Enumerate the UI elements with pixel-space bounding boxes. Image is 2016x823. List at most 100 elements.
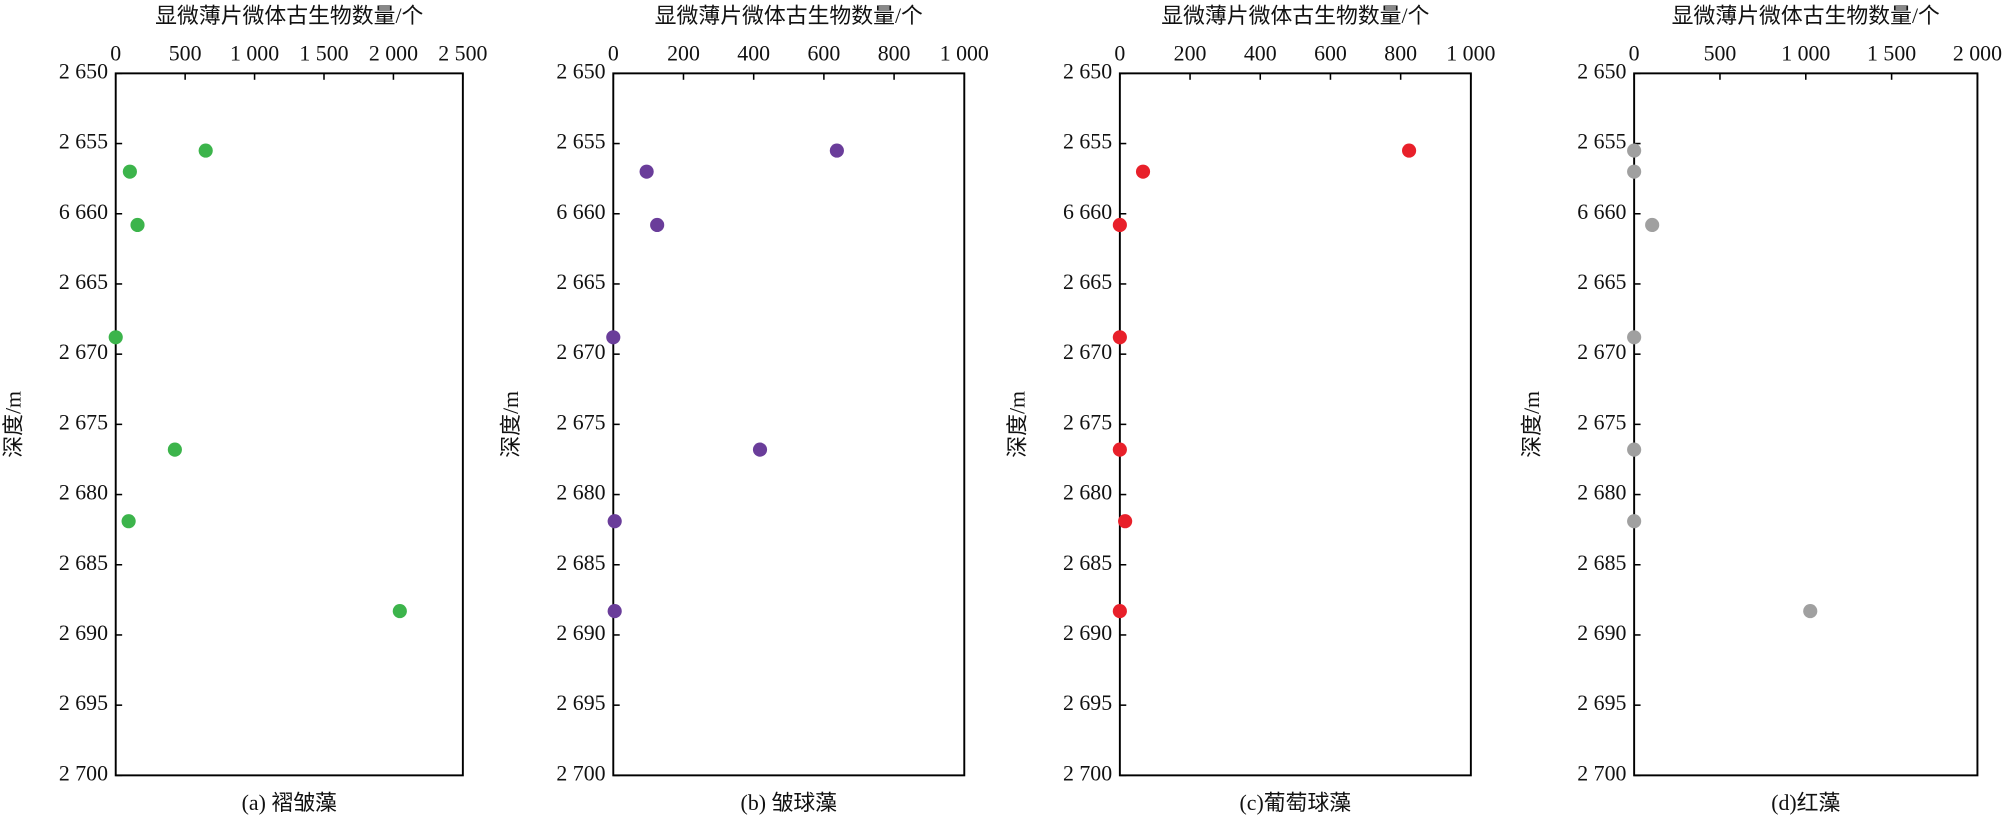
y-tick-label: 6 660 — [1063, 200, 1112, 224]
y-tick-label: 2 680 — [1577, 481, 1626, 505]
x-tick-label: 200 — [1174, 41, 1207, 65]
point — [1627, 514, 1642, 529]
y-tick-label: 2 675 — [1577, 410, 1626, 434]
y-tick-label: 2 690 — [1577, 621, 1626, 645]
x-tick-label: 0 — [110, 41, 121, 65]
x-tick-label: 0 — [1114, 41, 1125, 65]
y-axis-label: 深度/m — [499, 391, 523, 458]
y-tick-label: 2 680 — [1063, 481, 1112, 505]
y-tick-label: 2 665 — [556, 270, 605, 294]
x-tick-label: 1 000 — [1446, 41, 1495, 65]
point — [1112, 330, 1127, 345]
y-tick-label: 2 695 — [556, 691, 605, 715]
y-tick-label: 6 660 — [1577, 200, 1626, 224]
point — [121, 514, 136, 529]
x-axis-label: 显微薄片微体古生物数量/个 — [155, 4, 423, 28]
y-tick-label: 2 665 — [1063, 270, 1112, 294]
y-tick-label: 2 685 — [1577, 551, 1626, 575]
x-tick-label: 0 — [608, 41, 619, 65]
y-tick-label: 2 685 — [59, 551, 108, 575]
point — [606, 330, 621, 345]
y-tick-label: 2 670 — [1063, 340, 1112, 364]
y-tick-label: 2 665 — [59, 270, 108, 294]
y-tick-label: 2 685 — [1063, 551, 1112, 575]
point — [130, 217, 145, 233]
y-tick-label: 2 650 — [1577, 59, 1626, 83]
x-axis-label: 显微薄片微体古生物数量/个 — [1161, 4, 1429, 28]
y-tick-label: 2 695 — [1063, 691, 1112, 715]
y-tick-label: 2 675 — [556, 410, 605, 434]
y-tick-label: 2 650 — [556, 59, 605, 83]
panel-caption: (a) 褶皱藻 — [242, 791, 337, 815]
y-tick-label: 2 655 — [556, 130, 605, 154]
panel-caption: (d)红藻 — [1771, 791, 1840, 815]
y-tick-label: 2 650 — [1063, 59, 1112, 83]
point — [1402, 143, 1417, 158]
x-axis-label: 显微薄片微体古生物数量/个 — [1672, 4, 1940, 28]
x-tick-label: 800 — [1384, 41, 1417, 65]
y-tick-label: 2 675 — [59, 410, 108, 434]
y-tick-label: 2 680 — [59, 481, 108, 505]
y-tick-label: 2 695 — [1577, 691, 1626, 715]
point — [1118, 514, 1133, 529]
x-tick-label: 1 000 — [230, 41, 279, 65]
point — [1627, 442, 1642, 457]
x-tick-label: 600 — [1314, 41, 1347, 65]
x-tick-label: 1 500 — [1867, 41, 1916, 65]
y-tick-label: 6 660 — [556, 200, 605, 224]
y-axis-label: 深度/m — [1, 391, 25, 458]
x-tick-label: 500 — [1704, 41, 1737, 65]
point — [1627, 143, 1642, 158]
plot-frame — [612, 72, 966, 777]
y-tick-label: 2 670 — [556, 340, 605, 364]
y-tick-label: 2 655 — [59, 130, 108, 154]
panel-caption: (b) 皱球藻 — [741, 791, 838, 815]
y-tick-label: 2 655 — [1063, 130, 1112, 154]
y-tick-label: 2 690 — [556, 621, 605, 645]
point — [198, 143, 213, 158]
point — [122, 164, 137, 179]
point — [1803, 604, 1818, 619]
plot-frame — [1633, 72, 1979, 777]
point — [650, 217, 665, 233]
point — [167, 442, 182, 457]
point — [1112, 217, 1127, 233]
x-tick-label: 1 000 — [940, 41, 989, 65]
y-tick-label: 2 695 — [59, 691, 108, 715]
point — [108, 330, 123, 345]
y-tick-label: 2 655 — [1577, 130, 1626, 154]
y-tick-label: 2 670 — [1577, 340, 1626, 364]
point — [639, 164, 654, 179]
x-tick-label: 0 — [1629, 41, 1640, 65]
y-tick-label: 2 680 — [556, 481, 605, 505]
point — [1135, 164, 1151, 179]
point — [392, 604, 407, 619]
point — [1627, 330, 1642, 345]
y-tick-label: 2 670 — [59, 340, 108, 364]
y-tick-label: 2 675 — [1063, 410, 1112, 434]
point — [1112, 442, 1127, 457]
x-axis-label: 显微薄片微体古生物数量/个 — [655, 4, 923, 28]
x-tick-label: 2 000 — [369, 41, 418, 65]
x-tick-label: 500 — [169, 41, 202, 65]
x-tick-label: 400 — [1244, 41, 1277, 65]
y-tick-label: 2 690 — [59, 621, 108, 645]
y-tick-label: 2 700 — [556, 761, 605, 785]
point — [829, 143, 844, 158]
y-axis-label: 深度/m — [1006, 391, 1030, 458]
x-tick-label: 400 — [737, 41, 770, 65]
x-tick-label: 2 000 — [1953, 41, 2002, 65]
y-tick-label: 2 700 — [1063, 761, 1112, 785]
point — [752, 442, 768, 457]
y-tick-label: 2 665 — [1577, 270, 1626, 294]
point — [607, 514, 622, 529]
plot-frame — [114, 72, 464, 777]
y-tick-label: 6 660 — [59, 200, 108, 224]
y-tick-label: 2 700 — [1577, 761, 1626, 785]
y-tick-label: 2 650 — [59, 59, 108, 83]
y-tick-label: 2 685 — [556, 551, 605, 575]
panel-caption: (c)葡萄球藻 — [1240, 791, 1352, 815]
x-tick-label: 800 — [878, 41, 911, 65]
point — [607, 604, 622, 619]
